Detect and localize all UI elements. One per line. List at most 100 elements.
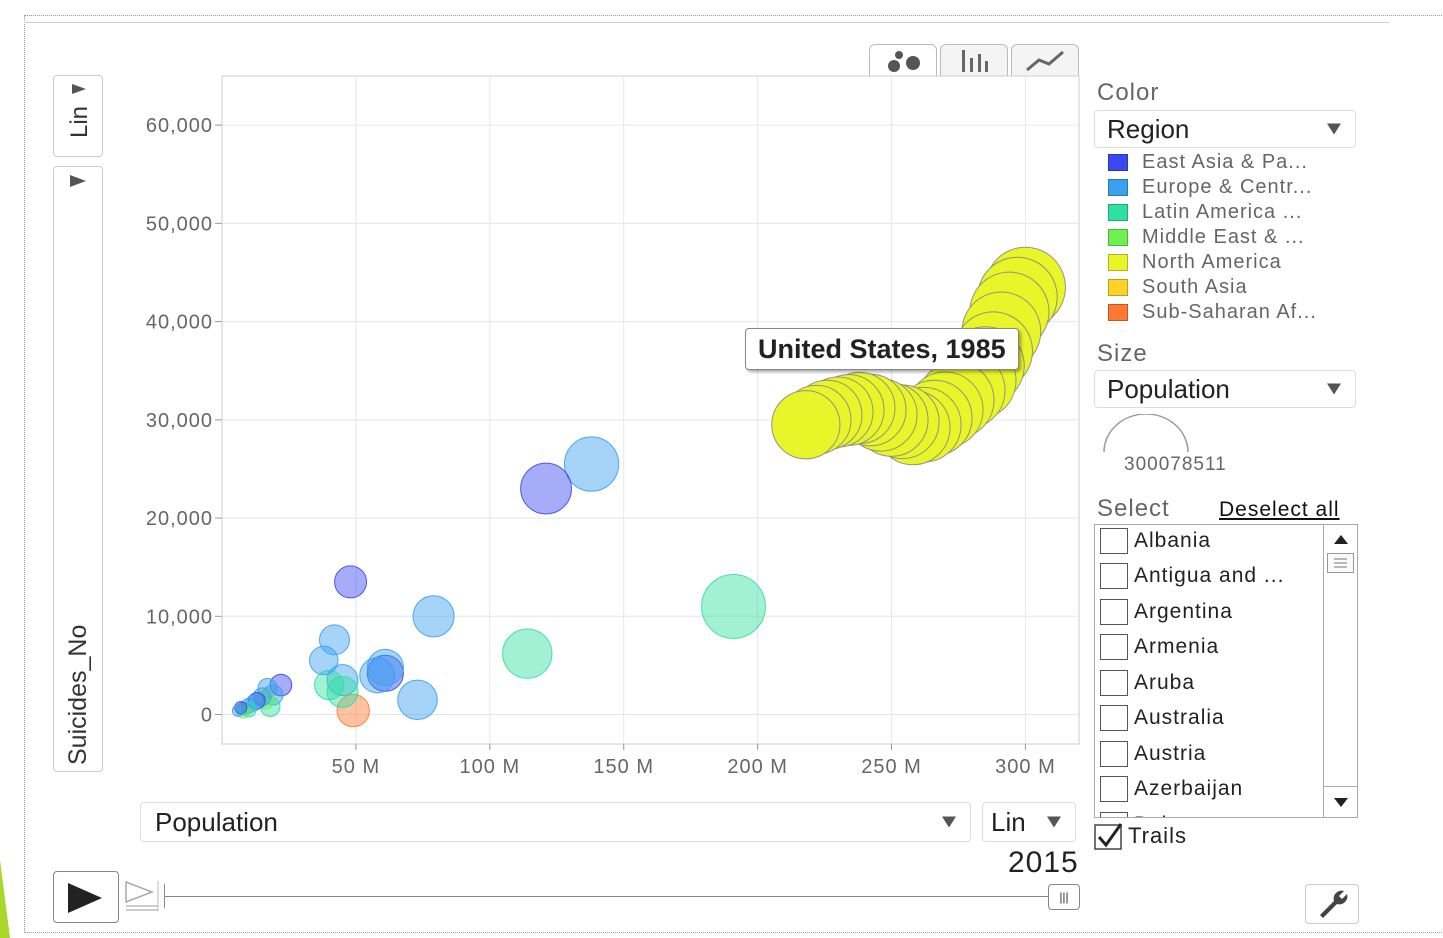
item-label: Aruba	[1134, 670, 1196, 694]
item-checkbox[interactable]	[1100, 669, 1128, 696]
legend-label: South Asia	[1142, 276, 1248, 298]
item-checkbox[interactable]	[1100, 634, 1128, 661]
legend-item[interactable]: Europe & Centr...	[1108, 175, 1317, 200]
list-item[interactable]: Austria	[1095, 736, 1323, 772]
list-item[interactable]: Armenia	[1095, 630, 1323, 666]
chart-frame	[24, 15, 1442, 933]
legend-swatch	[1108, 154, 1128, 171]
legend-swatch	[1108, 229, 1128, 246]
line-chart-icon	[1026, 50, 1064, 72]
item-label: Armenia	[1134, 635, 1220, 659]
item-label: Argentina	[1134, 599, 1233, 623]
select-label: Select	[1097, 495, 1170, 522]
legend-swatch	[1108, 254, 1128, 271]
y-axis-title: Suicides_No	[64, 624, 92, 765]
time-slider-handle[interactable]: |||	[1048, 884, 1080, 910]
color-legend: East Asia & Pa... Europe & Centr... Latin …	[1108, 150, 1317, 325]
item-checkbox[interactable]	[1100, 705, 1128, 732]
item-label: Azerbaijan	[1134, 777, 1244, 801]
item-label: Bahamas	[1134, 813, 1230, 817]
trails-label: Trails	[1128, 823, 1187, 848]
size-value: Population	[1107, 373, 1230, 404]
time-slider-track[interactable]	[164, 896, 1064, 897]
tab-bubble-chart[interactable]	[869, 44, 937, 77]
item-checkbox[interactable]	[1100, 527, 1128, 554]
bubble-tooltip: United States, 1985	[745, 328, 1019, 370]
legend-label: Middle East & ...	[1142, 226, 1305, 248]
current-year: 2015	[1008, 846, 1079, 879]
scroll-divider	[1324, 786, 1357, 787]
y-variable-selector[interactable]: Suicides_No	[53, 166, 103, 772]
play-button[interactable]	[53, 871, 119, 923]
item-label: Albania	[1134, 528, 1212, 552]
legend-item[interactable]: Middle East & ...	[1108, 225, 1317, 250]
legend-label: North America	[1142, 251, 1282, 273]
bar-chart-icon	[962, 50, 988, 72]
grip-icon	[1334, 558, 1347, 568]
list-item[interactable]: Aruba	[1095, 665, 1323, 701]
settings-button[interactable]	[1305, 884, 1359, 924]
size-legend-value: 300078511	[1124, 454, 1227, 475]
color-value: Region	[1107, 113, 1190, 144]
y-scale-arrow-icon	[72, 84, 86, 94]
legend-swatch	[1108, 304, 1128, 321]
item-label: Antigua and ...	[1134, 564, 1285, 588]
legend-swatch	[1108, 204, 1128, 221]
list-item[interactable]: Azerbaijan	[1095, 772, 1323, 808]
y-scale-button[interactable]: Lin	[53, 75, 103, 157]
list-item[interactable]: Argentina	[1095, 594, 1323, 630]
item-checkbox[interactable]	[1100, 740, 1128, 767]
legend-swatch	[1108, 179, 1128, 196]
x-variable-selector[interactable]: Population	[140, 802, 971, 842]
tab-bar-chart[interactable]	[940, 44, 1008, 77]
frame-accent	[0, 860, 10, 938]
color-arrow-icon	[1327, 123, 1341, 135]
item-checkbox[interactable]	[1100, 811, 1128, 817]
list-scrollbar[interactable]	[1323, 525, 1357, 817]
scroll-down-icon[interactable]	[1333, 798, 1348, 807]
size-label: Size	[1097, 340, 1148, 367]
scroll-thumb[interactable]	[1327, 553, 1354, 573]
x-scale-selector[interactable]: Lin	[982, 802, 1076, 842]
x-scale-arrow-icon	[1047, 816, 1061, 828]
list-item[interactable]: Bahamas	[1095, 807, 1323, 817]
legend-item[interactable]: Latin America ...	[1108, 200, 1317, 225]
size-legend-arc-icon	[1103, 414, 1189, 453]
legend-label: Latin America ...	[1142, 201, 1303, 223]
legend-label: East Asia & Pa...	[1142, 151, 1308, 173]
x-variable-arrow-icon	[942, 816, 956, 828]
legend-item[interactable]: South Asia	[1108, 275, 1317, 300]
trails-checkbox[interactable]: Trails	[1094, 822, 1187, 850]
size-selector[interactable]: Population	[1094, 370, 1356, 408]
bubble-chart-icon	[888, 51, 920, 72]
legend-label: Sub-Saharan Af...	[1142, 301, 1317, 323]
item-label: Austria	[1134, 741, 1207, 765]
item-checkbox[interactable]	[1100, 563, 1128, 590]
list-item[interactable]: Albania	[1095, 525, 1323, 559]
item-checkbox[interactable]	[1100, 598, 1128, 625]
color-label: Color	[1097, 79, 1160, 106]
checkmark-icon	[1094, 823, 1123, 850]
y-scale-label: Lin	[66, 105, 93, 138]
size-arrow-icon	[1327, 383, 1341, 395]
y-variable-arrow-icon	[70, 175, 86, 187]
speed-control-icon[interactable]	[124, 879, 162, 913]
legend-swatch	[1108, 279, 1128, 296]
legend-item[interactable]: East Asia & Pa...	[1108, 150, 1317, 175]
x-scale-label: Lin	[991, 806, 1026, 837]
item-label: Australia	[1134, 706, 1225, 730]
x-axis-title: Population	[155, 806, 278, 837]
scroll-up-icon[interactable]	[1333, 535, 1348, 544]
deselect-all-link[interactable]: Deselect all	[1219, 498, 1340, 521]
entity-select-list[interactable]: Albania Antigua and ... Argentina Armenia Ar…	[1094, 524, 1358, 818]
frame-divider	[24, 22, 1389, 23]
color-selector[interactable]: Region	[1094, 110, 1356, 148]
item-checkbox[interactable]	[1100, 776, 1128, 803]
legend-label: Europe & Centr...	[1142, 176, 1313, 198]
wrench-icon	[1320, 890, 1348, 918]
legend-item[interactable]: North America	[1108, 250, 1317, 275]
list-item[interactable]: Antigua and ...	[1095, 559, 1323, 595]
list-item[interactable]: Australia	[1095, 701, 1323, 737]
legend-item[interactable]: Sub-Saharan Af...	[1108, 300, 1317, 325]
tab-line-chart[interactable]	[1011, 44, 1079, 77]
